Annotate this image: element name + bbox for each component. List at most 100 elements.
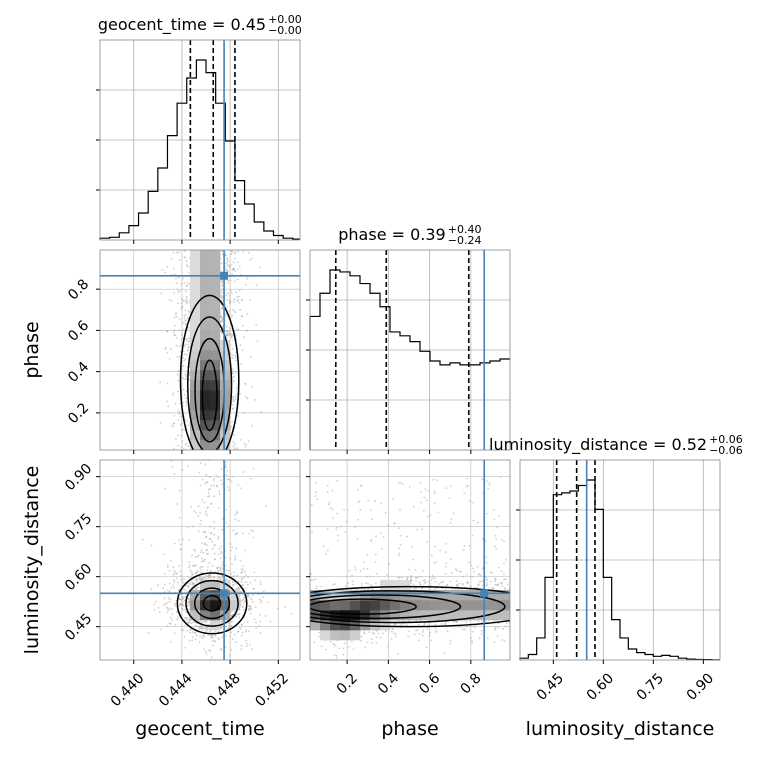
sample-point [184, 314, 187, 316]
sample-point [230, 563, 233, 565]
density-cell [310, 610, 321, 621]
sample-point [231, 371, 234, 374]
sample-point [444, 551, 447, 554]
sample-point [407, 620, 410, 622]
sample-point [363, 560, 366, 563]
sample-point [177, 434, 179, 437]
sample-point [172, 573, 175, 576]
sample-point [254, 398, 257, 401]
sample-point [233, 298, 236, 301]
sample-point [234, 359, 237, 362]
title-phase: phase = 0.39 [338, 225, 445, 244]
sample-point [166, 589, 169, 592]
sample-point [178, 290, 181, 293]
sample-point [240, 644, 243, 647]
sample-point [218, 490, 220, 493]
sample-point [365, 582, 367, 585]
density-cell [370, 600, 381, 611]
sample-point [188, 340, 191, 343]
sample-point [499, 476, 502, 478]
density-cell [320, 620, 331, 631]
sample-point [201, 628, 204, 631]
density-cell [190, 280, 201, 291]
sample-point [184, 358, 187, 361]
sample-point [221, 284, 224, 287]
sample-point [168, 590, 171, 593]
sample-point [182, 321, 185, 324]
sample-point [332, 583, 334, 586]
sample-point [215, 474, 218, 477]
sample-point [236, 278, 239, 281]
density-cell [380, 580, 391, 591]
sample-point [174, 604, 176, 607]
sample-point [225, 626, 227, 628]
sample-point [187, 604, 189, 607]
sample-point [238, 289, 241, 292]
sample-point [340, 525, 343, 528]
sample-point [437, 511, 440, 514]
sample-point [234, 257, 237, 260]
sample-point [351, 574, 354, 577]
sample-point [423, 496, 426, 499]
sample-point [175, 282, 178, 285]
sample-point [406, 578, 408, 581]
panel-frame [99, 39, 301, 241]
x-tick-label: 0.60 [584, 670, 617, 703]
sample-point [202, 577, 205, 580]
sample-point [198, 586, 200, 589]
sample-point [336, 512, 338, 515]
sample-point [484, 576, 487, 578]
y-tick-label: 0.90 [62, 461, 95, 494]
sample-point [492, 509, 495, 511]
contour-level [310, 594, 462, 620]
density-cell [210, 300, 221, 311]
sample-point [357, 488, 359, 491]
sample-point [408, 485, 411, 488]
sample-point [221, 283, 224, 285]
sample-point [207, 627, 210, 630]
sample-point [220, 570, 223, 573]
sample-point [182, 629, 185, 632]
sample-point [232, 583, 235, 586]
density-cell [360, 600, 371, 611]
sample-point [159, 381, 162, 384]
sample-point [236, 295, 239, 298]
sample-point [200, 569, 202, 572]
sample-point [227, 279, 230, 282]
sample-point [158, 610, 161, 613]
sample-point [234, 518, 237, 520]
contour-level [310, 590, 506, 624]
sample-point [249, 299, 252, 302]
sample-point [237, 631, 240, 633]
sample-point [491, 571, 494, 574]
sample-point [482, 538, 484, 540]
sample-point [226, 258, 228, 261]
sample-point [198, 641, 201, 644]
sample-point [195, 581, 198, 583]
sample-point [388, 562, 391, 565]
sample-point [229, 334, 232, 337]
sample-point [449, 521, 452, 524]
sample-point [229, 279, 232, 282]
sample-point [242, 324, 244, 327]
joint-panel-phase-luminosity_distance [309, 459, 511, 661]
x-tick-label: 0.4 [375, 670, 402, 697]
sample-point [366, 554, 369, 556]
density-cell [200, 350, 211, 361]
sample-point [188, 564, 191, 567]
sample-point [168, 569, 171, 572]
sample-point [233, 447, 236, 450]
y-tick-label: 0.4 [65, 359, 92, 386]
sample-point [420, 501, 423, 504]
density-cell [210, 290, 221, 301]
sample-point [186, 340, 189, 343]
sample-point [425, 499, 428, 502]
sample-point [186, 618, 188, 621]
density-cell [420, 590, 431, 601]
sample-point [426, 540, 429, 543]
sample-point [160, 628, 162, 631]
density-cell [200, 280, 211, 291]
sample-point [367, 582, 369, 585]
sample-point [174, 277, 177, 280]
sample-point [412, 505, 415, 508]
